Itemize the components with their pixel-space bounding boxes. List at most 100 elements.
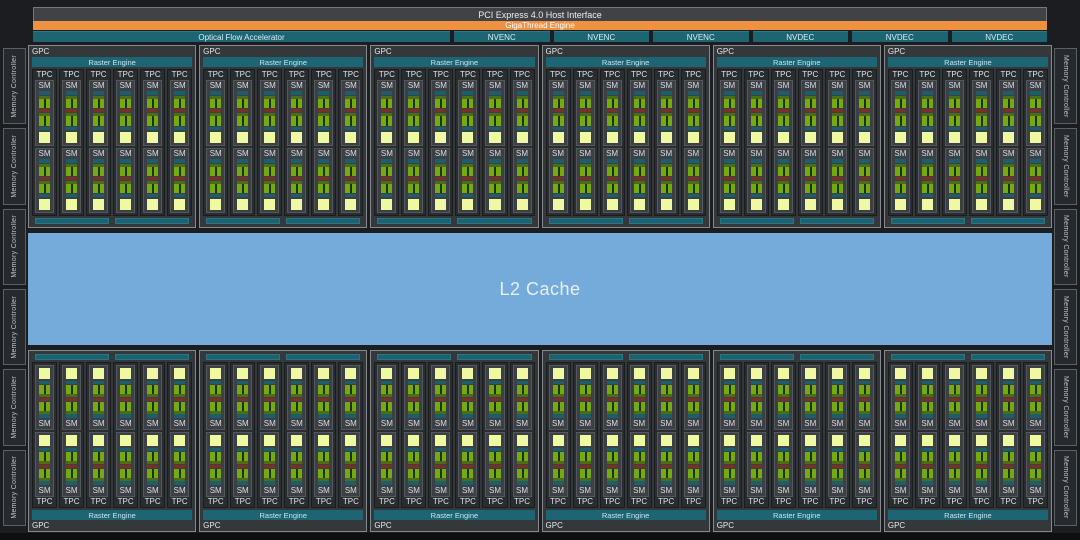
- sm-block: SM: [548, 432, 568, 497]
- gpc-block-top-5: GPC Raster Engine TPC SM SM TPC SM SM TPC SM SM TPC…: [712, 45, 881, 228]
- memory-controller-label: Memory Controller: [11, 135, 18, 198]
- tpc-body: SM SM: [170, 80, 190, 213]
- sm-teal-bar: [345, 91, 357, 95]
- sm-yellow-block: [381, 131, 393, 143]
- sm-block: SM: [89, 432, 109, 497]
- sm-teal-bar: [948, 158, 960, 163]
- sm-red-bar: [831, 176, 843, 180]
- sm-block: SM: [656, 432, 676, 497]
- sm-red-bar: [489, 109, 501, 113]
- sm-teal-bar: [858, 194, 870, 197]
- sm-yellow-block: [516, 199, 528, 210]
- raster-engine-bar: Raster Engine: [887, 510, 1049, 520]
- sm-core-array-lower: [948, 180, 960, 193]
- gpc-sub-bars: [377, 354, 532, 360]
- tpc-label: TPC: [919, 497, 936, 506]
- sm-core-array-upper: [345, 96, 357, 109]
- sm-red-bar: [147, 398, 159, 401]
- sm-teal-bar: [408, 194, 420, 197]
- raster-engine-bar: Raster Engine: [374, 510, 535, 520]
- sm-core-array-lower: [345, 113, 357, 126]
- sm-core-array-lower: [174, 452, 186, 464]
- memory-controller-segment-left-5: Memory Controller: [3, 369, 26, 446]
- sm-core-array-lower: [858, 385, 870, 397]
- sm-yellow-block: [750, 199, 762, 210]
- sm-yellow-block: [921, 435, 933, 446]
- sm-red-bar: [660, 398, 672, 401]
- sm-label: SM: [290, 486, 303, 495]
- sm-core-array-upper: [435, 163, 447, 176]
- sm-label: SM: [552, 419, 565, 428]
- sm-teal-bar: [633, 414, 645, 418]
- tpc-body: SM SM: [458, 80, 478, 213]
- sm-block: SM: [170, 80, 190, 146]
- sm-block: SM: [854, 365, 874, 430]
- sm-red-bar: [408, 398, 420, 401]
- tpc-body: SM SM: [431, 80, 451, 213]
- sm-yellow-block: [777, 435, 789, 446]
- sm-teal-bar: [93, 381, 105, 384]
- sm-teal-bar: [210, 414, 222, 418]
- sm-red-bar: [435, 465, 447, 468]
- sm-red-bar: [39, 176, 51, 180]
- sm-teal-bar: [831, 414, 843, 418]
- sm-teal-bar: [174, 91, 186, 95]
- sm-label: SM: [975, 148, 988, 158]
- tpc-label: TPC: [748, 70, 765, 79]
- gpc-sub-bar: [115, 218, 190, 224]
- tpc-block: TPC SM SM: [428, 362, 454, 508]
- sm-teal-bar: [804, 481, 816, 485]
- sm-core-array-upper: [66, 96, 78, 109]
- sm-teal-bar: [921, 448, 933, 451]
- sm-core-array-upper: [804, 402, 816, 414]
- sm-yellow-block: [174, 368, 186, 379]
- sm-block: SM: [719, 80, 739, 146]
- nvdec-block: NVDEC: [752, 31, 848, 42]
- sm-core-array-upper: [516, 163, 528, 176]
- sm-teal-bar: [687, 414, 699, 418]
- sm-block: SM: [485, 365, 505, 430]
- sm-teal-bar: [579, 126, 591, 130]
- sm-red-bar: [120, 109, 132, 113]
- sm-red-bar: [516, 398, 528, 401]
- tpc-body: SM SM: [287, 365, 307, 497]
- sm-block: SM: [458, 147, 478, 213]
- sm-teal-bar: [489, 194, 501, 197]
- sm-yellow-block: [489, 199, 501, 210]
- sm-core-array-lower: [435, 180, 447, 193]
- sm-core-array-upper: [174, 96, 186, 109]
- sm-yellow-block: [516, 131, 528, 143]
- sm-yellow-block: [147, 368, 159, 379]
- sm-label: SM: [317, 148, 330, 158]
- sm-red-bar: [39, 465, 51, 468]
- tpc-body: SM SM: [287, 80, 307, 213]
- sm-teal-bar: [804, 448, 816, 451]
- tpc-block: TPC SM SM: [626, 362, 652, 508]
- tpc-block: TPC SM SM: [851, 69, 877, 216]
- gpc-block-top-2: GPC Raster Engine TPC SM SM TPC SM SM TPC SM SM TPC…: [199, 45, 368, 228]
- sm-red-bar: [579, 398, 591, 401]
- sm-teal-bar: [408, 414, 420, 418]
- sm-core-array-lower: [723, 113, 735, 126]
- sm-red-bar: [435, 176, 447, 180]
- tpc-label: TPC: [721, 497, 738, 506]
- sm-yellow-block: [804, 435, 816, 446]
- sm-core-array-lower: [237, 180, 249, 193]
- sm-red-bar: [516, 109, 528, 113]
- sm-teal-bar: [552, 158, 564, 163]
- sm-label: SM: [92, 148, 105, 158]
- sm-label: SM: [146, 81, 159, 90]
- sm-yellow-block: [948, 131, 960, 143]
- sm-core-array-lower: [489, 180, 501, 193]
- sm-yellow-block: [147, 131, 159, 143]
- sm-teal-bar: [1030, 194, 1042, 197]
- sm-block: SM: [998, 432, 1019, 497]
- sm-red-bar: [1030, 465, 1042, 468]
- sm-label: SM: [38, 148, 51, 158]
- sm-teal-bar: [147, 381, 159, 384]
- sm-red-bar: [660, 465, 672, 468]
- sm-core-array-lower: [750, 113, 762, 126]
- tpc-block: TPC SM SM: [140, 69, 166, 216]
- tpc-body: SM SM: [854, 80, 874, 213]
- tpc-body: SM SM: [89, 365, 109, 497]
